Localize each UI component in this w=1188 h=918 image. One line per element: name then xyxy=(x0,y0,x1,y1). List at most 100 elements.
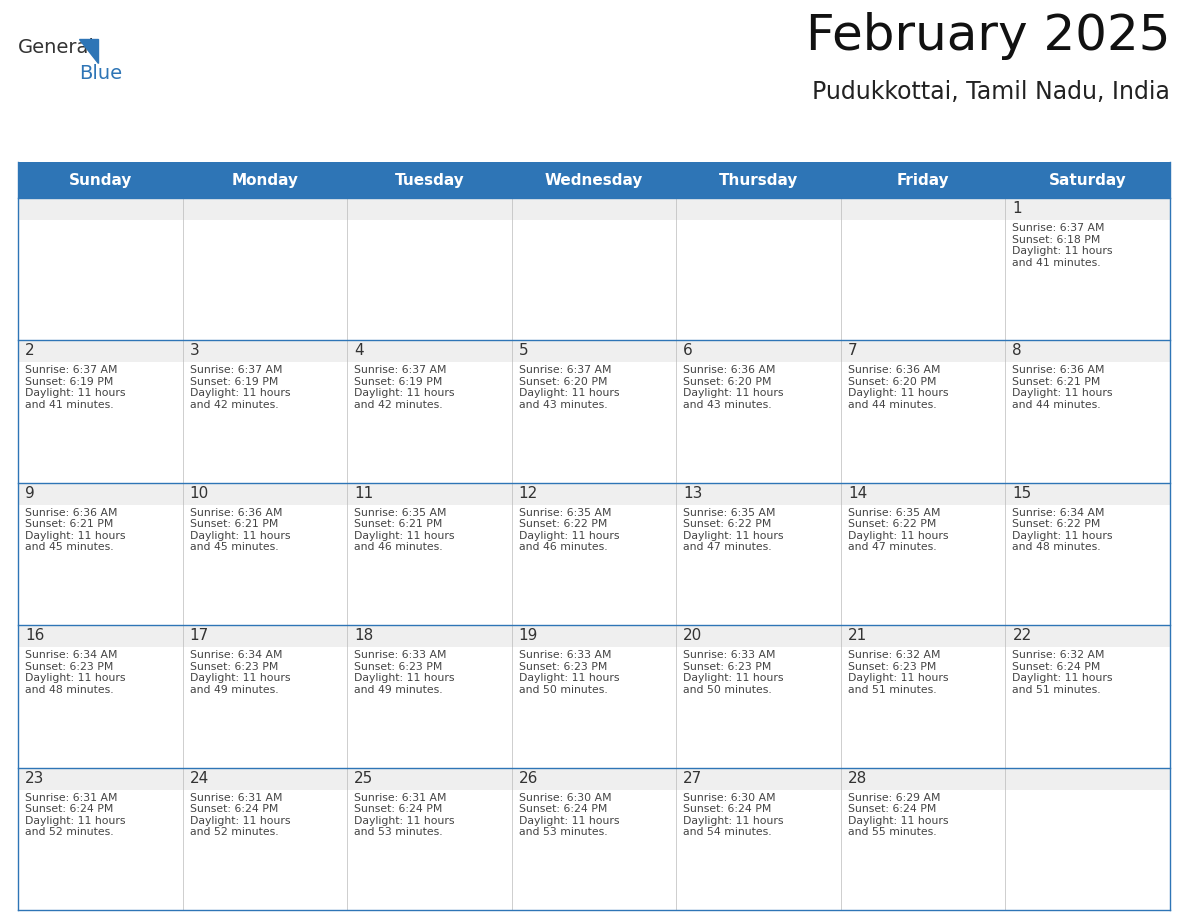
Bar xyxy=(841,220,1005,341)
Text: 25: 25 xyxy=(354,770,373,786)
Text: and 53 minutes.: and 53 minutes. xyxy=(519,827,607,837)
Text: and 51 minutes.: and 51 minutes. xyxy=(1012,685,1101,695)
Text: Daylight: 11 hours: Daylight: 11 hours xyxy=(190,815,290,825)
Bar xyxy=(347,198,512,220)
Text: Sunrise: 6:37 AM: Sunrise: 6:37 AM xyxy=(519,365,611,375)
Bar xyxy=(1005,341,1170,363)
Text: 8: 8 xyxy=(1012,343,1022,358)
Text: Daylight: 11 hours: Daylight: 11 hours xyxy=(354,388,455,398)
Text: Daylight: 11 hours: Daylight: 11 hours xyxy=(1012,388,1113,398)
Text: and 54 minutes.: and 54 minutes. xyxy=(683,827,772,837)
Text: Sunrise: 6:33 AM: Sunrise: 6:33 AM xyxy=(683,650,776,660)
Text: Daylight: 11 hours: Daylight: 11 hours xyxy=(848,673,948,683)
Text: Daylight: 11 hours: Daylight: 11 hours xyxy=(354,673,455,683)
Bar xyxy=(347,220,512,341)
Text: Pudukkottai, Tamil Nadu, India: Pudukkottai, Tamil Nadu, India xyxy=(813,80,1170,104)
Bar xyxy=(18,483,183,505)
Bar xyxy=(676,220,841,341)
Text: Daylight: 11 hours: Daylight: 11 hours xyxy=(519,388,619,398)
Text: and 43 minutes.: and 43 minutes. xyxy=(519,400,607,410)
Text: Sunrise: 6:31 AM: Sunrise: 6:31 AM xyxy=(190,792,282,802)
Bar xyxy=(841,198,1005,220)
Text: and 47 minutes.: and 47 minutes. xyxy=(848,543,936,553)
Bar xyxy=(841,647,1005,767)
Text: Sunset: 6:22 PM: Sunset: 6:22 PM xyxy=(1012,520,1101,530)
Text: Daylight: 11 hours: Daylight: 11 hours xyxy=(190,531,290,541)
Text: and 52 minutes.: and 52 minutes. xyxy=(25,827,114,837)
Text: Sunrise: 6:34 AM: Sunrise: 6:34 AM xyxy=(1012,508,1105,518)
Text: Sunset: 6:23 PM: Sunset: 6:23 PM xyxy=(683,662,772,672)
Bar xyxy=(512,363,676,483)
Bar xyxy=(676,505,841,625)
Text: 12: 12 xyxy=(519,486,538,501)
Text: and 49 minutes.: and 49 minutes. xyxy=(190,685,278,695)
Bar xyxy=(512,220,676,341)
Bar xyxy=(841,767,1005,789)
Text: Daylight: 11 hours: Daylight: 11 hours xyxy=(519,815,619,825)
Text: Daylight: 11 hours: Daylight: 11 hours xyxy=(1012,673,1113,683)
Text: Sunset: 6:19 PM: Sunset: 6:19 PM xyxy=(25,377,113,386)
Text: and 48 minutes.: and 48 minutes. xyxy=(25,685,114,695)
Text: Sunset: 6:24 PM: Sunset: 6:24 PM xyxy=(519,804,607,814)
Text: Sunset: 6:23 PM: Sunset: 6:23 PM xyxy=(519,662,607,672)
Text: Sunrise: 6:36 AM: Sunrise: 6:36 AM xyxy=(1012,365,1105,375)
Bar xyxy=(18,162,1170,198)
Bar xyxy=(18,220,183,341)
Text: Sunset: 6:20 PM: Sunset: 6:20 PM xyxy=(848,377,936,386)
Text: Daylight: 11 hours: Daylight: 11 hours xyxy=(25,531,126,541)
Text: and 42 minutes.: and 42 minutes. xyxy=(190,400,278,410)
Text: 14: 14 xyxy=(848,486,867,501)
Text: Sunrise: 6:34 AM: Sunrise: 6:34 AM xyxy=(190,650,282,660)
Text: 26: 26 xyxy=(519,770,538,786)
Text: Daylight: 11 hours: Daylight: 11 hours xyxy=(519,673,619,683)
Text: and 49 minutes.: and 49 minutes. xyxy=(354,685,443,695)
Text: 27: 27 xyxy=(683,770,702,786)
Text: Saturday: Saturday xyxy=(1049,173,1126,187)
Text: 24: 24 xyxy=(190,770,209,786)
Text: Wednesday: Wednesday xyxy=(545,173,643,187)
Text: and 44 minutes.: and 44 minutes. xyxy=(848,400,936,410)
Text: and 41 minutes.: and 41 minutes. xyxy=(1012,258,1101,267)
Bar xyxy=(347,341,512,363)
Text: 28: 28 xyxy=(848,770,867,786)
Text: and 44 minutes.: and 44 minutes. xyxy=(1012,400,1101,410)
Text: Sunrise: 6:36 AM: Sunrise: 6:36 AM xyxy=(25,508,118,518)
Text: Sunset: 6:24 PM: Sunset: 6:24 PM xyxy=(1012,662,1101,672)
Text: 15: 15 xyxy=(1012,486,1031,501)
Text: and 45 minutes.: and 45 minutes. xyxy=(25,543,114,553)
Bar xyxy=(183,363,347,483)
Bar xyxy=(347,363,512,483)
Text: Sunrise: 6:31 AM: Sunrise: 6:31 AM xyxy=(354,792,447,802)
Text: Daylight: 11 hours: Daylight: 11 hours xyxy=(519,531,619,541)
Text: and 42 minutes.: and 42 minutes. xyxy=(354,400,443,410)
Text: Sunrise: 6:34 AM: Sunrise: 6:34 AM xyxy=(25,650,118,660)
Text: Sunrise: 6:29 AM: Sunrise: 6:29 AM xyxy=(848,792,941,802)
Text: Sunrise: 6:36 AM: Sunrise: 6:36 AM xyxy=(848,365,941,375)
Bar xyxy=(18,625,183,647)
Text: Sunrise: 6:36 AM: Sunrise: 6:36 AM xyxy=(683,365,776,375)
Text: Sunset: 6:20 PM: Sunset: 6:20 PM xyxy=(519,377,607,386)
Text: 4: 4 xyxy=(354,343,364,358)
Bar xyxy=(18,363,183,483)
Bar xyxy=(347,483,512,505)
Bar xyxy=(18,647,183,767)
Bar xyxy=(347,767,512,789)
Text: Sunset: 6:20 PM: Sunset: 6:20 PM xyxy=(683,377,772,386)
Text: 17: 17 xyxy=(190,628,209,644)
Bar xyxy=(183,341,347,363)
Text: Thursday: Thursday xyxy=(719,173,798,187)
Bar xyxy=(1005,198,1170,220)
Bar xyxy=(1005,483,1170,505)
Text: Daylight: 11 hours: Daylight: 11 hours xyxy=(25,815,126,825)
Text: Sunrise: 6:30 AM: Sunrise: 6:30 AM xyxy=(519,792,612,802)
Bar xyxy=(18,505,183,625)
Text: Sunday: Sunday xyxy=(69,173,132,187)
Text: Sunset: 6:19 PM: Sunset: 6:19 PM xyxy=(190,377,278,386)
Polygon shape xyxy=(80,39,99,63)
Text: Sunrise: 6:33 AM: Sunrise: 6:33 AM xyxy=(519,650,611,660)
Text: Tuesday: Tuesday xyxy=(394,173,465,187)
Text: and 52 minutes.: and 52 minutes. xyxy=(190,827,278,837)
Text: Daylight: 11 hours: Daylight: 11 hours xyxy=(683,673,784,683)
Text: Blue: Blue xyxy=(80,64,122,83)
Text: and 43 minutes.: and 43 minutes. xyxy=(683,400,772,410)
